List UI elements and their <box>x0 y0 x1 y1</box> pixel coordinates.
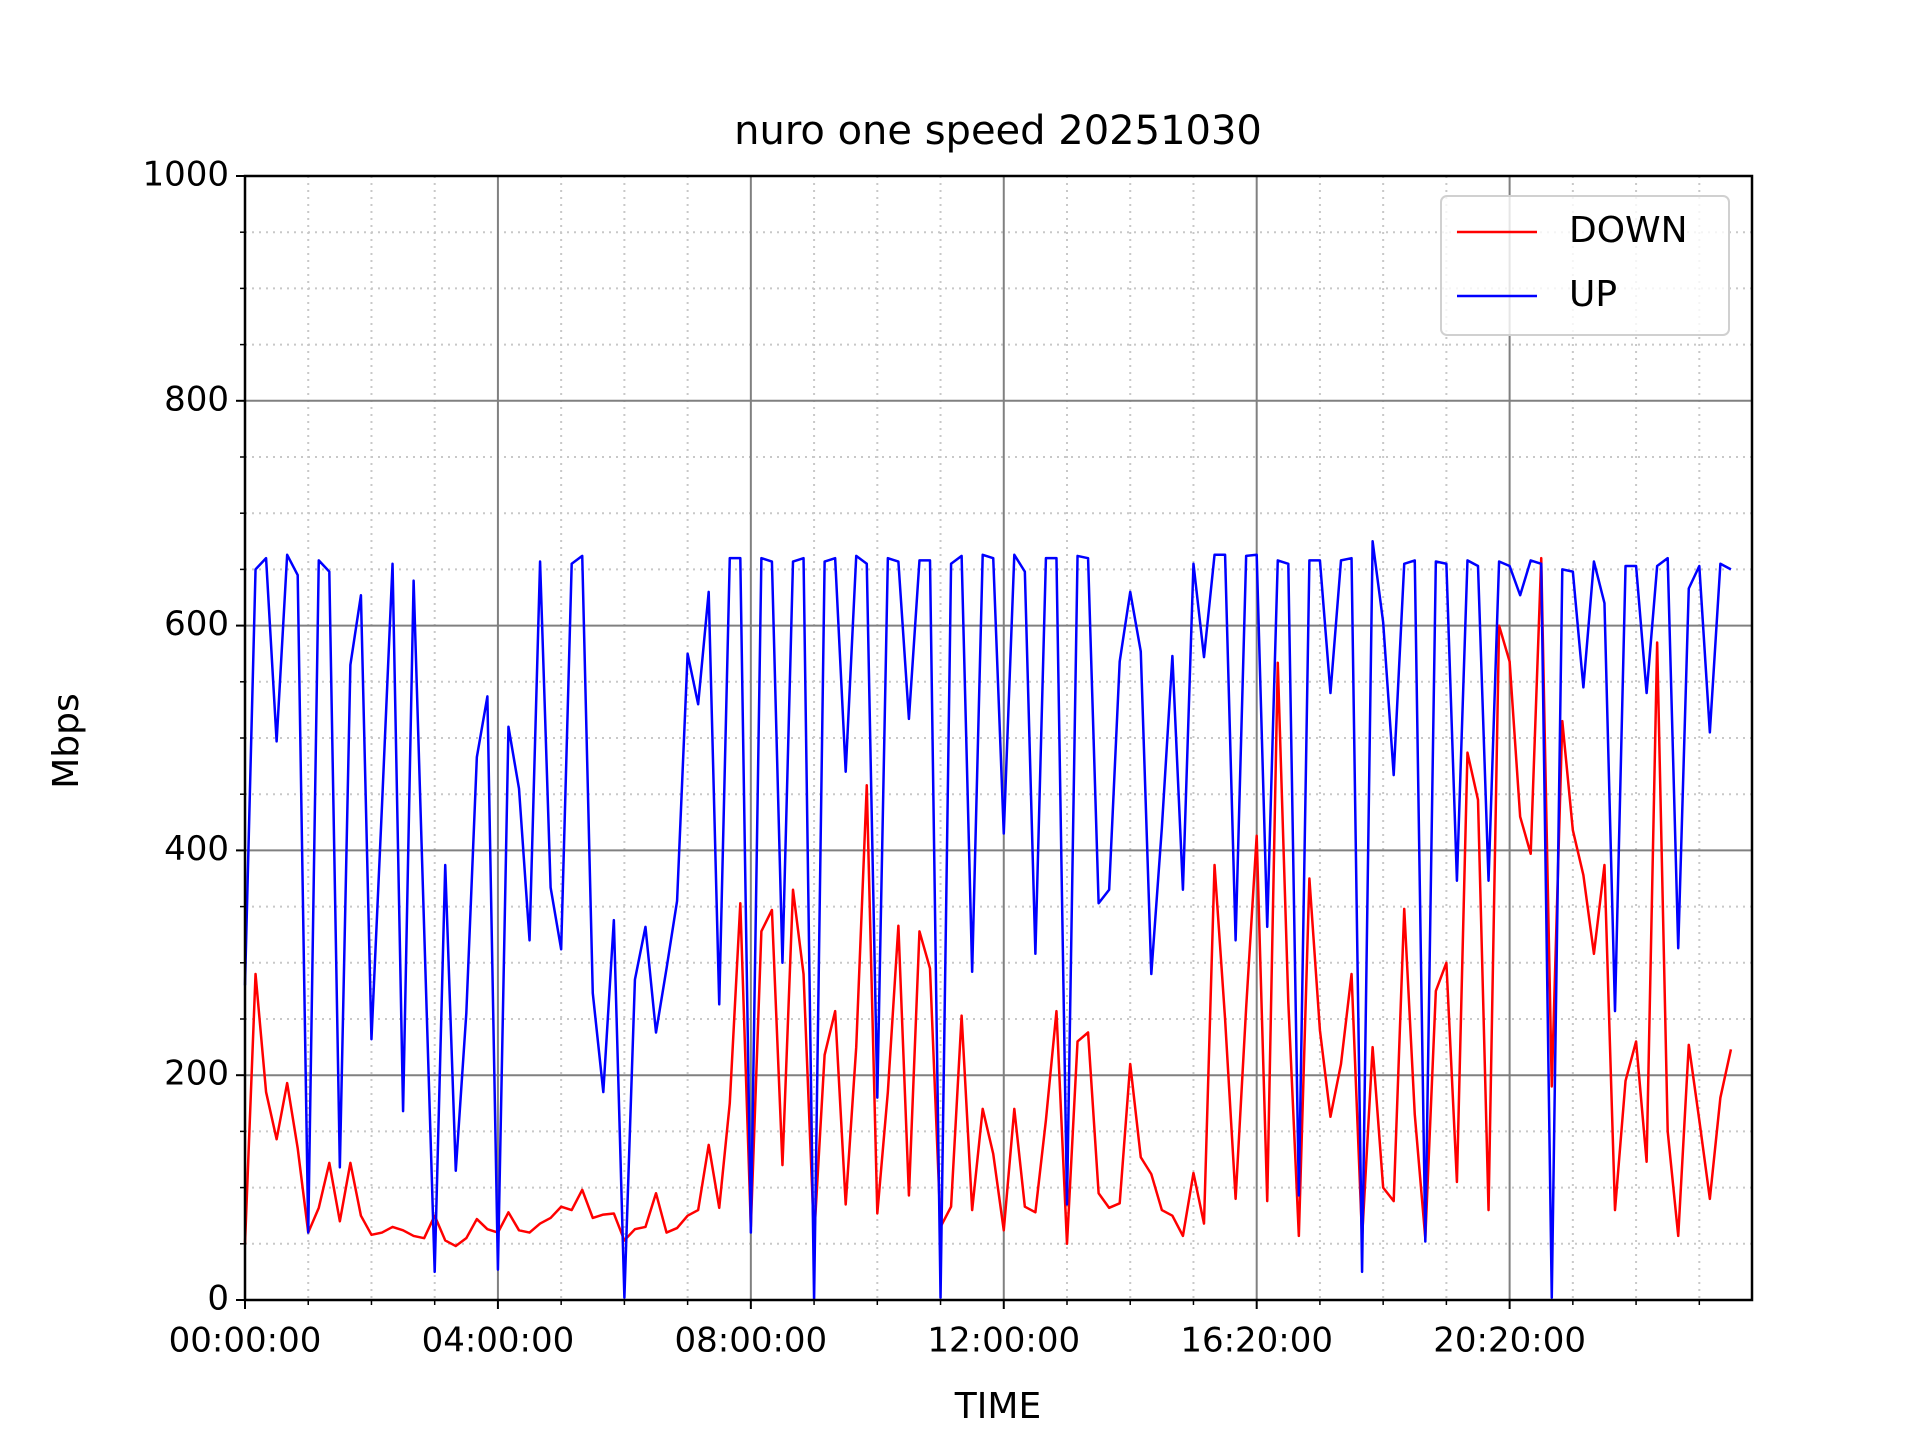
x-tick-label: 08:00:00 <box>674 1321 827 1361</box>
legend-label: UP <box>1569 274 1617 315</box>
y-tick-label: 800 <box>164 379 229 419</box>
y-tick-label: 400 <box>164 829 229 869</box>
data-line <box>243 556 1733 1248</box>
x-tick-label: 20:20:00 <box>1433 1321 1586 1361</box>
y-tick-label: 600 <box>164 604 229 644</box>
legend-label: DOWN <box>1569 210 1688 251</box>
data-line <box>243 540 1732 1302</box>
x-tick-label: 12:00:00 <box>927 1321 1080 1361</box>
y-tick-label: 1000 <box>142 155 229 195</box>
x-tick-label: 00:00:00 <box>169 1321 322 1361</box>
x-axis-label: TIME <box>954 1386 1041 1427</box>
chart-title: nuro one speed 20251030 <box>734 108 1262 154</box>
y-axis-label: Mbps <box>46 693 87 789</box>
x-tick-label: 04:00:00 <box>422 1321 575 1361</box>
plot-frame <box>243 174 1754 1302</box>
y-tick-label: 0 <box>207 1279 229 1319</box>
x-tick-label: 16:20:00 <box>1180 1321 1333 1361</box>
y-tick-label: 200 <box>164 1054 229 1094</box>
